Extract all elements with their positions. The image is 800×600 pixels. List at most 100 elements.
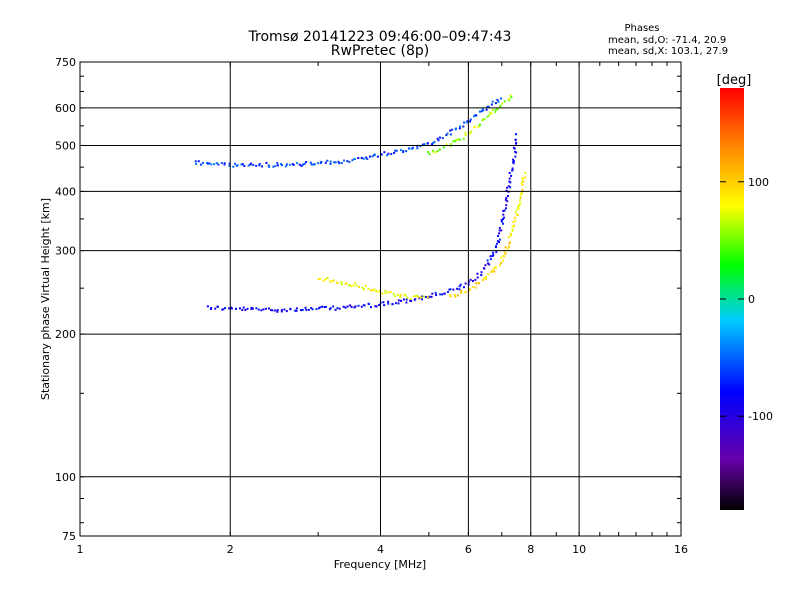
echo-point: [319, 162, 322, 165]
echo-point: [318, 307, 321, 310]
echo-point: [236, 164, 239, 167]
echo-point: [510, 233, 513, 236]
echo-point: [484, 277, 487, 280]
echo-point: [340, 280, 343, 283]
echo-point: [224, 307, 227, 310]
echo-point: [387, 302, 390, 305]
echo-point: [360, 156, 363, 159]
echo-point: [501, 222, 504, 225]
echo-point: [324, 161, 327, 164]
echo-point: [465, 121, 468, 124]
echo-point: [361, 286, 364, 289]
echo-point: [506, 200, 509, 203]
echo-point: [513, 147, 516, 150]
echo-point: [338, 162, 341, 165]
echo-point: [276, 310, 279, 313]
echo-point: [482, 109, 485, 112]
echo-point: [459, 283, 462, 286]
echo-point: [519, 202, 522, 205]
echo-point: [514, 133, 517, 136]
echo-point: [449, 288, 452, 291]
echo-point: [421, 298, 424, 301]
echo-point: [363, 304, 366, 307]
echo-point: [353, 282, 356, 285]
echo-point: [458, 138, 461, 141]
echo-point: [420, 295, 423, 298]
echo-point: [244, 309, 247, 312]
echo-point: [370, 289, 373, 292]
y-tick-label: 750: [55, 56, 76, 69]
echo-point: [333, 161, 336, 164]
echo-point: [488, 263, 491, 266]
y-tick-label: 600: [55, 102, 76, 115]
stats-o-mode: mean, sd,O: -71.4, 20.9: [608, 35, 726, 46]
echo-point: [194, 160, 197, 163]
echo-point: [217, 163, 220, 166]
echo-point: [509, 186, 512, 189]
echo-point: [337, 160, 340, 163]
echo-point: [498, 232, 501, 235]
echo-point: [480, 110, 483, 113]
echo-point: [490, 112, 493, 115]
echo-point: [500, 261, 503, 264]
echo-point: [442, 146, 445, 149]
echo-point: [342, 305, 345, 308]
echo-point: [490, 103, 493, 106]
echo-point: [406, 296, 409, 299]
echo-point: [394, 149, 397, 152]
echo-point: [340, 162, 343, 165]
echo-point: [475, 282, 478, 285]
echo-point: [449, 129, 452, 132]
echo-point: [426, 151, 429, 154]
echo-point: [517, 207, 520, 210]
echo-point: [508, 242, 511, 245]
echo-point: [246, 307, 249, 310]
echo-point: [456, 287, 459, 290]
echo-point: [338, 307, 341, 310]
echo-point: [402, 150, 405, 153]
echo-point: [240, 163, 243, 166]
echo-point: [293, 309, 296, 312]
echo-point: [369, 306, 372, 309]
echo-point: [223, 162, 226, 165]
echo-point: [265, 161, 268, 164]
echo-point: [274, 309, 277, 312]
echo-point: [378, 304, 381, 307]
echo-point: [366, 157, 369, 160]
echo-point: [494, 102, 497, 105]
echo-point: [446, 290, 449, 293]
echo-point: [422, 295, 425, 298]
echo-point: [469, 131, 472, 134]
echo-point: [432, 151, 435, 154]
echo-point: [373, 153, 376, 156]
echo-point: [402, 298, 405, 301]
y-tick-label: 100: [55, 471, 76, 484]
echo-point: [360, 305, 363, 308]
echo-point: [390, 153, 393, 156]
echo-point: [454, 128, 457, 131]
echo-point: [319, 306, 322, 309]
echo-point: [483, 267, 486, 270]
echo-point: [504, 252, 507, 255]
echo-point: [431, 143, 434, 146]
echo-point: [255, 164, 258, 167]
echo-point: [506, 247, 509, 250]
echo-point: [506, 194, 509, 197]
echo-point: [195, 162, 198, 165]
echo-point: [399, 293, 402, 296]
echo-point: [258, 162, 261, 165]
echo-point: [480, 271, 483, 274]
echo-point: [300, 309, 303, 312]
echo-point: [414, 298, 417, 301]
echo-point: [321, 305, 324, 308]
echo-point: [387, 300, 390, 303]
echo-point: [217, 305, 220, 308]
echo-point: [499, 264, 502, 267]
echo-point: [288, 163, 291, 166]
echo-point: [410, 299, 413, 302]
echo-point: [260, 165, 263, 168]
echo-point: [437, 139, 440, 142]
echo-point: [515, 141, 518, 144]
echo-point: [307, 308, 310, 311]
echo-point: [501, 259, 504, 262]
